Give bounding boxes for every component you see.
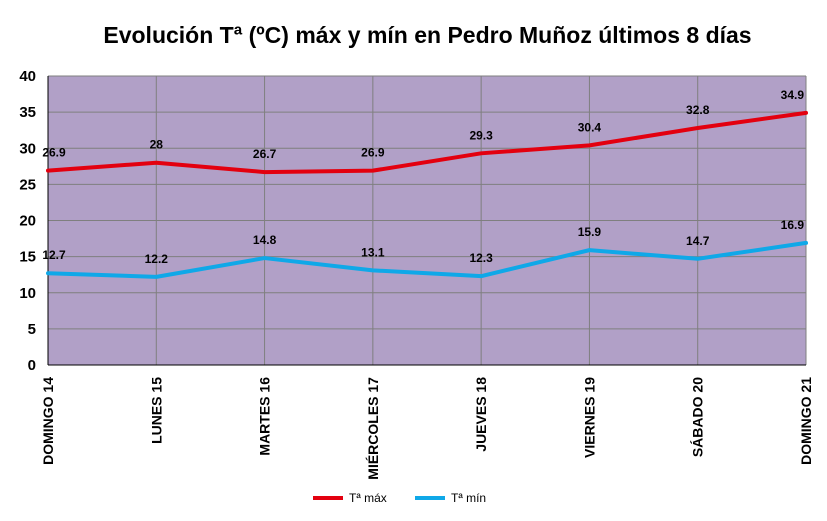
data-label: 26.9 xyxy=(42,146,66,160)
data-label: 16.9 xyxy=(781,218,805,232)
x-tick-label: LUNES 15 xyxy=(148,377,164,444)
series-lines xyxy=(46,110,808,279)
axes: 0 5 10 15 20 25 30 35 40 DOMINGO 14 LUNES 15 MARTES… xyxy=(19,68,814,480)
x-tick-label: JUEVES 18 xyxy=(473,377,489,452)
data-label: 32.8 xyxy=(686,103,710,117)
y-tick-label: 5 xyxy=(28,321,36,338)
chart-title: Evolución Tª (ºC) máx y mín en Pedro Muñ… xyxy=(103,22,752,48)
gridlines xyxy=(48,75,807,365)
legend: Tª máx Tª mín xyxy=(0,491,827,511)
legend-item-max: Tª máx xyxy=(313,491,387,505)
x-tick-label: SÁBADO 20 xyxy=(690,377,706,457)
y-tick-label: 15 xyxy=(19,249,36,266)
legend-swatch-min xyxy=(415,496,445,500)
x-tick-label: MIÉRCOLES 17 xyxy=(365,377,381,480)
data-label: 26.9 xyxy=(361,146,385,160)
y-tick-label: 20 xyxy=(19,213,36,230)
data-label: 26.7 xyxy=(253,147,277,161)
data-label: 12.7 xyxy=(42,248,66,262)
data-labels: 26.9 28 26.7 26.9 29.3 30.4 32.8 34.9 12.7 12.2 14… xyxy=(42,88,804,266)
y-tick-label: 30 xyxy=(19,140,36,157)
y-tick-label: 10 xyxy=(19,285,36,302)
x-tick-label: VIERNES 19 xyxy=(581,377,597,458)
data-label: 12.2 xyxy=(145,252,169,266)
y-tick-label: 0 xyxy=(28,357,36,374)
legend-item-min: Tª mín xyxy=(415,491,486,505)
legend-swatch-max xyxy=(313,496,343,500)
x-tick-label: DOMINGO 14 xyxy=(40,377,56,465)
data-label: 28 xyxy=(150,138,164,152)
data-label: 15.9 xyxy=(578,225,602,239)
data-label: 34.9 xyxy=(781,88,805,102)
x-tick-label: MARTES 16 xyxy=(257,377,273,456)
y-tick-label: 35 xyxy=(19,104,36,121)
data-label: 14.8 xyxy=(253,233,277,247)
series-line-min xyxy=(46,240,808,279)
data-label: 14.7 xyxy=(686,234,710,248)
y-tick-label: 40 xyxy=(19,68,36,85)
series-line-max xyxy=(46,110,808,175)
x-tick-label: DOMINGO 21 xyxy=(798,377,814,465)
data-label: 12.3 xyxy=(469,251,493,265)
data-label: 30.4 xyxy=(578,120,602,134)
data-label: 13.1 xyxy=(361,245,385,259)
legend-label-min: Tª mín xyxy=(451,491,487,505)
y-tick-label: 25 xyxy=(19,176,36,193)
data-label: 29.3 xyxy=(469,128,493,142)
legend-label-max: Tª máx xyxy=(349,491,387,505)
